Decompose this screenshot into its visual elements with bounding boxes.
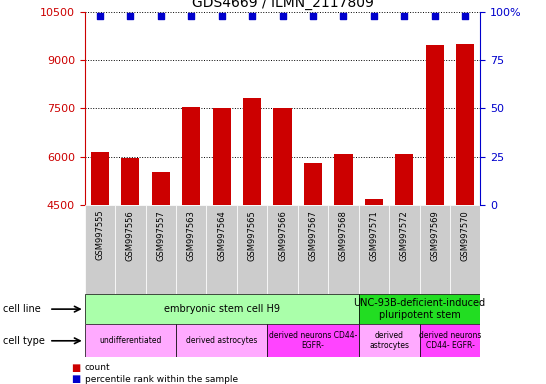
Bar — [206, 205, 237, 294]
Bar — [395, 154, 413, 351]
Text: embryonic stem cell H9: embryonic stem cell H9 — [164, 304, 280, 314]
Text: derived neurons CD44-
EGFR-: derived neurons CD44- EGFR- — [269, 331, 357, 351]
Bar — [85, 294, 359, 324]
Text: percentile rank within the sample: percentile rank within the sample — [85, 375, 238, 384]
Point — [217, 13, 226, 20]
Text: count: count — [85, 363, 110, 372]
Bar — [274, 108, 292, 351]
Bar — [91, 152, 109, 351]
Bar — [419, 324, 480, 357]
Bar — [389, 205, 419, 294]
Text: ■: ■ — [71, 374, 80, 384]
Bar — [243, 98, 261, 351]
Text: GSM997568: GSM997568 — [339, 210, 348, 261]
Bar — [359, 324, 419, 357]
Point — [430, 13, 439, 20]
Point — [248, 13, 257, 20]
Point — [370, 13, 378, 20]
Bar — [212, 108, 231, 351]
Bar — [115, 205, 146, 294]
Text: GSM997565: GSM997565 — [247, 210, 257, 261]
Text: ■: ■ — [71, 363, 80, 373]
Bar — [334, 154, 353, 351]
Text: GSM997570: GSM997570 — [461, 210, 470, 261]
Bar — [456, 45, 474, 351]
Text: derived astrocytes: derived astrocytes — [186, 336, 257, 345]
Bar — [359, 205, 389, 294]
Bar — [176, 324, 268, 357]
Bar — [85, 324, 176, 357]
Point — [461, 13, 470, 20]
Text: derived
astrocytes: derived astrocytes — [369, 331, 409, 351]
Bar — [304, 164, 322, 351]
Text: UNC-93B-deficient-induced
pluripotent stem: UNC-93B-deficient-induced pluripotent st… — [353, 298, 485, 320]
Point — [308, 13, 317, 20]
Bar — [365, 199, 383, 351]
Point — [278, 13, 287, 20]
Point — [126, 13, 135, 20]
Text: GSM997563: GSM997563 — [187, 210, 195, 261]
Bar — [328, 205, 359, 294]
Text: GSM997571: GSM997571 — [370, 210, 378, 261]
Bar — [419, 205, 450, 294]
Bar — [182, 107, 200, 351]
Bar — [268, 324, 359, 357]
Bar — [426, 45, 444, 351]
Bar — [121, 157, 139, 351]
Bar — [359, 294, 480, 324]
Bar — [237, 205, 268, 294]
Text: GSM997555: GSM997555 — [96, 210, 104, 260]
Bar — [176, 205, 206, 294]
Bar — [298, 205, 328, 294]
Text: cell type: cell type — [3, 336, 45, 346]
Text: GSM997564: GSM997564 — [217, 210, 226, 261]
Point — [187, 13, 195, 20]
Bar — [85, 205, 115, 294]
Text: GSM997569: GSM997569 — [430, 210, 440, 261]
Point — [96, 13, 104, 20]
Text: GSM997566: GSM997566 — [278, 210, 287, 261]
Bar — [146, 205, 176, 294]
Text: GSM997556: GSM997556 — [126, 210, 135, 261]
Text: GSM997557: GSM997557 — [156, 210, 165, 261]
Point — [156, 13, 165, 20]
Text: GSM997567: GSM997567 — [308, 210, 318, 261]
Bar — [268, 205, 298, 294]
Text: derived neurons
CD44- EGFR-: derived neurons CD44- EGFR- — [419, 331, 481, 351]
Bar — [152, 172, 170, 351]
Point — [400, 13, 409, 20]
Text: GSM997572: GSM997572 — [400, 210, 409, 261]
Text: cell line: cell line — [3, 304, 40, 314]
Point — [339, 13, 348, 20]
Bar — [450, 205, 480, 294]
Title: GDS4669 / ILMN_2117809: GDS4669 / ILMN_2117809 — [192, 0, 373, 10]
Text: undifferentiated: undifferentiated — [99, 336, 162, 345]
